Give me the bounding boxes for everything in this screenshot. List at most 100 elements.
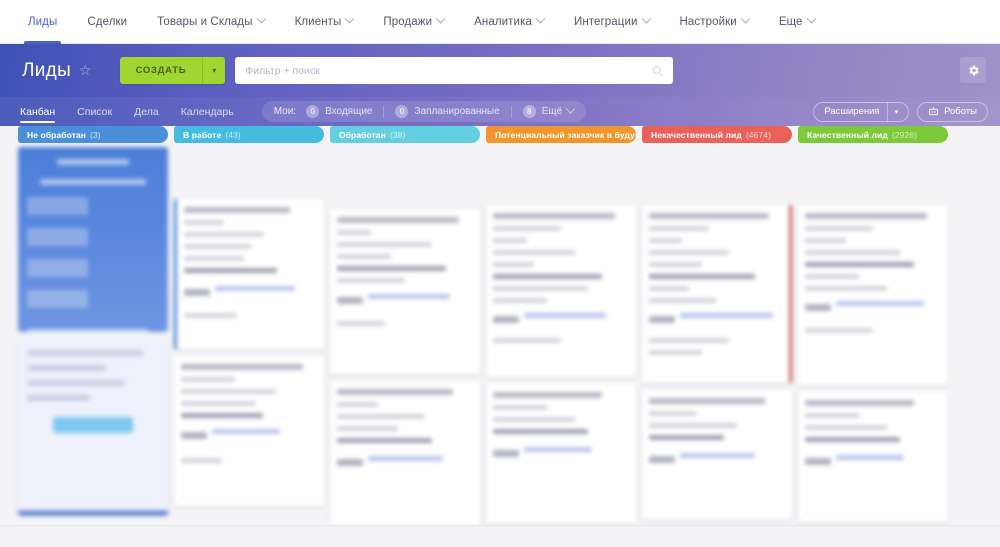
chevron-down-icon xyxy=(565,103,576,114)
nav-item-label: Лиды xyxy=(28,15,58,28)
lead-card[interactable] xyxy=(642,390,792,520)
footer-bar xyxy=(0,525,1000,547)
nav-item-integrations[interactable]: Интеграции xyxy=(573,0,651,44)
tab-label: Список xyxy=(77,105,113,118)
counter-label: Запланированные xyxy=(414,106,500,117)
nav-item-sales[interactable]: Продажи xyxy=(383,0,446,44)
column-cards[interactable] xyxy=(642,147,792,525)
column-cards[interactable] xyxy=(330,147,480,526)
column-header[interactable]: Потенциальный заказчик в будущем (5) xyxy=(486,126,636,143)
tab-label: Дела xyxy=(134,105,159,118)
column-cards[interactable] xyxy=(18,147,168,525)
kanban-column-processed: Обработан (38) xyxy=(330,126,480,526)
extensions-button[interactable]: Расширения ▾ xyxy=(813,101,910,122)
lead-card[interactable] xyxy=(18,340,168,515)
lead-card[interactable] xyxy=(174,199,324,349)
my-counters-group: Мои: 0 Входящие 0 Запланированные 8 Ещё xyxy=(261,101,587,122)
my-counters-label: Мои: xyxy=(273,106,297,117)
nav-item-label: Интеграции xyxy=(573,15,638,28)
tab-activities[interactable]: Дела xyxy=(134,97,159,126)
counter-badge: 0 xyxy=(306,105,320,118)
counter-badge: 0 xyxy=(395,105,409,118)
create-dropdown-arrow[interactable]: ▾ xyxy=(212,66,217,75)
column-cards[interactable] xyxy=(486,147,636,525)
lead-card[interactable] xyxy=(486,384,636,524)
nav-item-analytics[interactable]: Аналитика xyxy=(474,0,546,44)
nav-item-more[interactable]: Еще xyxy=(778,0,816,44)
search-icon xyxy=(652,65,663,76)
column-header[interactable]: Некачественный лид (4674) xyxy=(642,126,792,143)
chevron-down-icon xyxy=(740,13,751,24)
card-action-button[interactable] xyxy=(53,417,133,433)
column-count: (38) xyxy=(389,129,406,140)
robots-label: Роботы xyxy=(944,106,977,117)
top-navigation-bar: Лиды Сделки Товары и Склады Клиенты Прод… xyxy=(0,0,1000,44)
kanban-column-quality-lead: Качественный лид (2926) xyxy=(798,126,948,526)
column-header[interactable]: В работе (43) xyxy=(174,126,324,143)
nav-item-clients[interactable]: Клиенты xyxy=(295,0,355,44)
chevron-down-icon xyxy=(535,13,546,24)
nav-item-label: Настройки xyxy=(679,15,737,28)
column-count: (2926) xyxy=(891,129,917,140)
column-header[interactable]: Не обработан (3) xyxy=(18,126,168,143)
lead-card[interactable] xyxy=(798,392,948,522)
column-title: Обработан xyxy=(339,129,386,140)
kanban-column-unprocessed: Не обработан (3) xyxy=(18,126,168,526)
column-title: Некачественный лид xyxy=(651,129,742,140)
counter-more[interactable]: 8 Ещё xyxy=(522,103,576,118)
tab-calendar[interactable]: Календарь xyxy=(181,97,234,126)
column-count: (43) xyxy=(225,129,241,140)
column-header[interactable]: Качественный лид (2926) xyxy=(798,126,948,143)
column-title: В работе xyxy=(183,129,222,140)
settings-gear-button[interactable] xyxy=(960,57,986,83)
counter-label: Входящие xyxy=(325,106,373,117)
chevron-down-icon xyxy=(344,13,355,24)
tab-label: Канбан xyxy=(20,105,56,118)
nav-item-settings[interactable]: Настройки xyxy=(679,0,751,44)
lead-card[interactable] xyxy=(330,381,480,526)
column-header[interactable]: Обработан (38) xyxy=(330,126,480,143)
star-icon[interactable]: ☆ xyxy=(79,62,92,78)
lead-card[interactable] xyxy=(642,205,792,383)
page-title: Лиды xyxy=(22,59,72,81)
lead-card[interactable] xyxy=(174,356,324,506)
nav-item-leads[interactable]: Лиды xyxy=(23,0,62,44)
counter-incoming[interactable]: 0 Входящие xyxy=(306,105,372,118)
create-button[interactable]: СОЗДАТЬ ▾ xyxy=(119,57,226,84)
lead-card[interactable] xyxy=(798,205,948,385)
counter-label: Ещё xyxy=(541,106,563,117)
promo-panel[interactable] xyxy=(18,147,168,332)
column-count: (3) xyxy=(90,129,101,140)
kanban-column-low-quality-lead: Некачественный лид (4674) xyxy=(642,126,792,526)
nav-item-deals[interactable]: Сделки xyxy=(87,0,127,44)
nav-item-label: Аналитика xyxy=(474,15,532,28)
search-placeholder: Фильтр + поиск xyxy=(245,64,320,77)
tab-list[interactable]: Список xyxy=(77,97,112,126)
column-title: Качественный лид xyxy=(807,129,888,140)
column-cards[interactable] xyxy=(798,147,948,525)
chevron-down-icon xyxy=(806,13,816,24)
column-title: Потенциальный заказчик в будущем xyxy=(495,129,636,140)
gear-icon xyxy=(968,65,979,75)
extensions-dropdown-arrow[interactable]: ▾ xyxy=(894,108,899,116)
divider xyxy=(510,105,512,118)
create-button-label: СОЗДАТЬ xyxy=(135,65,187,76)
counter-planned[interactable]: 0 Запланированные xyxy=(395,105,500,118)
chevron-down-icon xyxy=(435,13,446,24)
lead-card[interactable] xyxy=(330,209,480,374)
robots-button[interactable]: Роботы xyxy=(917,101,988,122)
toolbar-right-actions: Расширения ▾ Роботы xyxy=(805,101,1000,122)
search-input[interactable]: Фильтр + поиск xyxy=(235,57,674,84)
kanban-board: Не обработан (3) xyxy=(0,126,1000,526)
kanban-column-future-client: Потенциальный заказчик в будущем (5) xyxy=(486,126,636,526)
chevron-down-icon xyxy=(256,13,267,24)
column-count: (4674) xyxy=(745,129,772,140)
page-header: Лиды ☆ СОЗДАТЬ ▾ Фильтр + поиск xyxy=(0,44,1000,97)
tab-kanban[interactable]: Канбан xyxy=(20,97,56,126)
nav-item-products-warehouses[interactable]: Товары и Склады xyxy=(157,0,267,44)
nav-item-label: Еще xyxy=(778,15,803,28)
divider xyxy=(383,105,385,118)
column-cards[interactable] xyxy=(174,147,324,525)
lead-card[interactable] xyxy=(486,205,636,377)
